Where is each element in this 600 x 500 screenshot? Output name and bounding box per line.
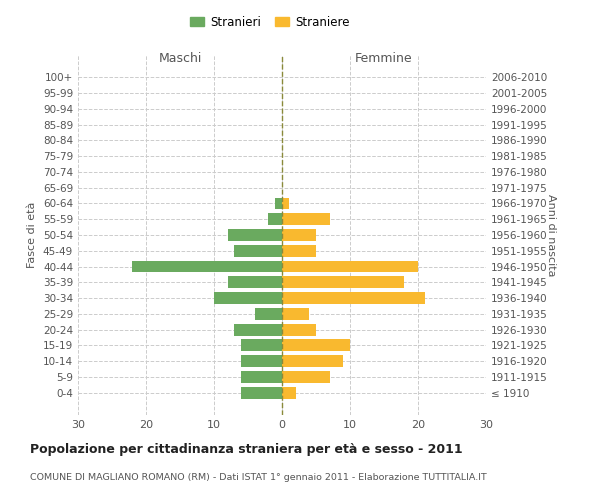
Bar bbox=[282, 387, 296, 398]
Bar bbox=[282, 308, 309, 320]
Bar bbox=[241, 356, 282, 367]
Bar bbox=[282, 229, 316, 241]
Bar bbox=[235, 245, 282, 256]
Bar bbox=[282, 292, 425, 304]
Bar bbox=[282, 371, 329, 383]
Bar bbox=[282, 276, 404, 288]
Text: Maschi: Maschi bbox=[158, 52, 202, 64]
Text: Femmine: Femmine bbox=[355, 52, 413, 64]
Bar bbox=[241, 371, 282, 383]
Bar bbox=[282, 260, 418, 272]
Text: Popolazione per cittadinanza straniera per età e sesso - 2011: Popolazione per cittadinanza straniera p… bbox=[30, 442, 463, 456]
Bar bbox=[282, 356, 343, 367]
Bar bbox=[241, 340, 282, 351]
Text: COMUNE DI MAGLIANO ROMANO (RM) - Dati ISTAT 1° gennaio 2011 - Elaborazione TUTTI: COMUNE DI MAGLIANO ROMANO (RM) - Dati IS… bbox=[30, 472, 487, 482]
Y-axis label: Anni di nascita: Anni di nascita bbox=[546, 194, 556, 276]
Bar bbox=[133, 260, 282, 272]
Bar bbox=[282, 198, 289, 209]
Bar bbox=[275, 198, 282, 209]
Legend: Stranieri, Straniere: Stranieri, Straniere bbox=[185, 11, 355, 34]
Bar bbox=[235, 324, 282, 336]
Bar bbox=[268, 214, 282, 225]
Bar bbox=[255, 308, 282, 320]
Bar bbox=[282, 324, 316, 336]
Bar bbox=[282, 214, 329, 225]
Bar bbox=[227, 276, 282, 288]
Bar bbox=[214, 292, 282, 304]
Bar bbox=[241, 387, 282, 398]
Bar bbox=[282, 340, 350, 351]
Y-axis label: Fasce di età: Fasce di età bbox=[28, 202, 37, 268]
Bar bbox=[227, 229, 282, 241]
Bar bbox=[282, 245, 316, 256]
